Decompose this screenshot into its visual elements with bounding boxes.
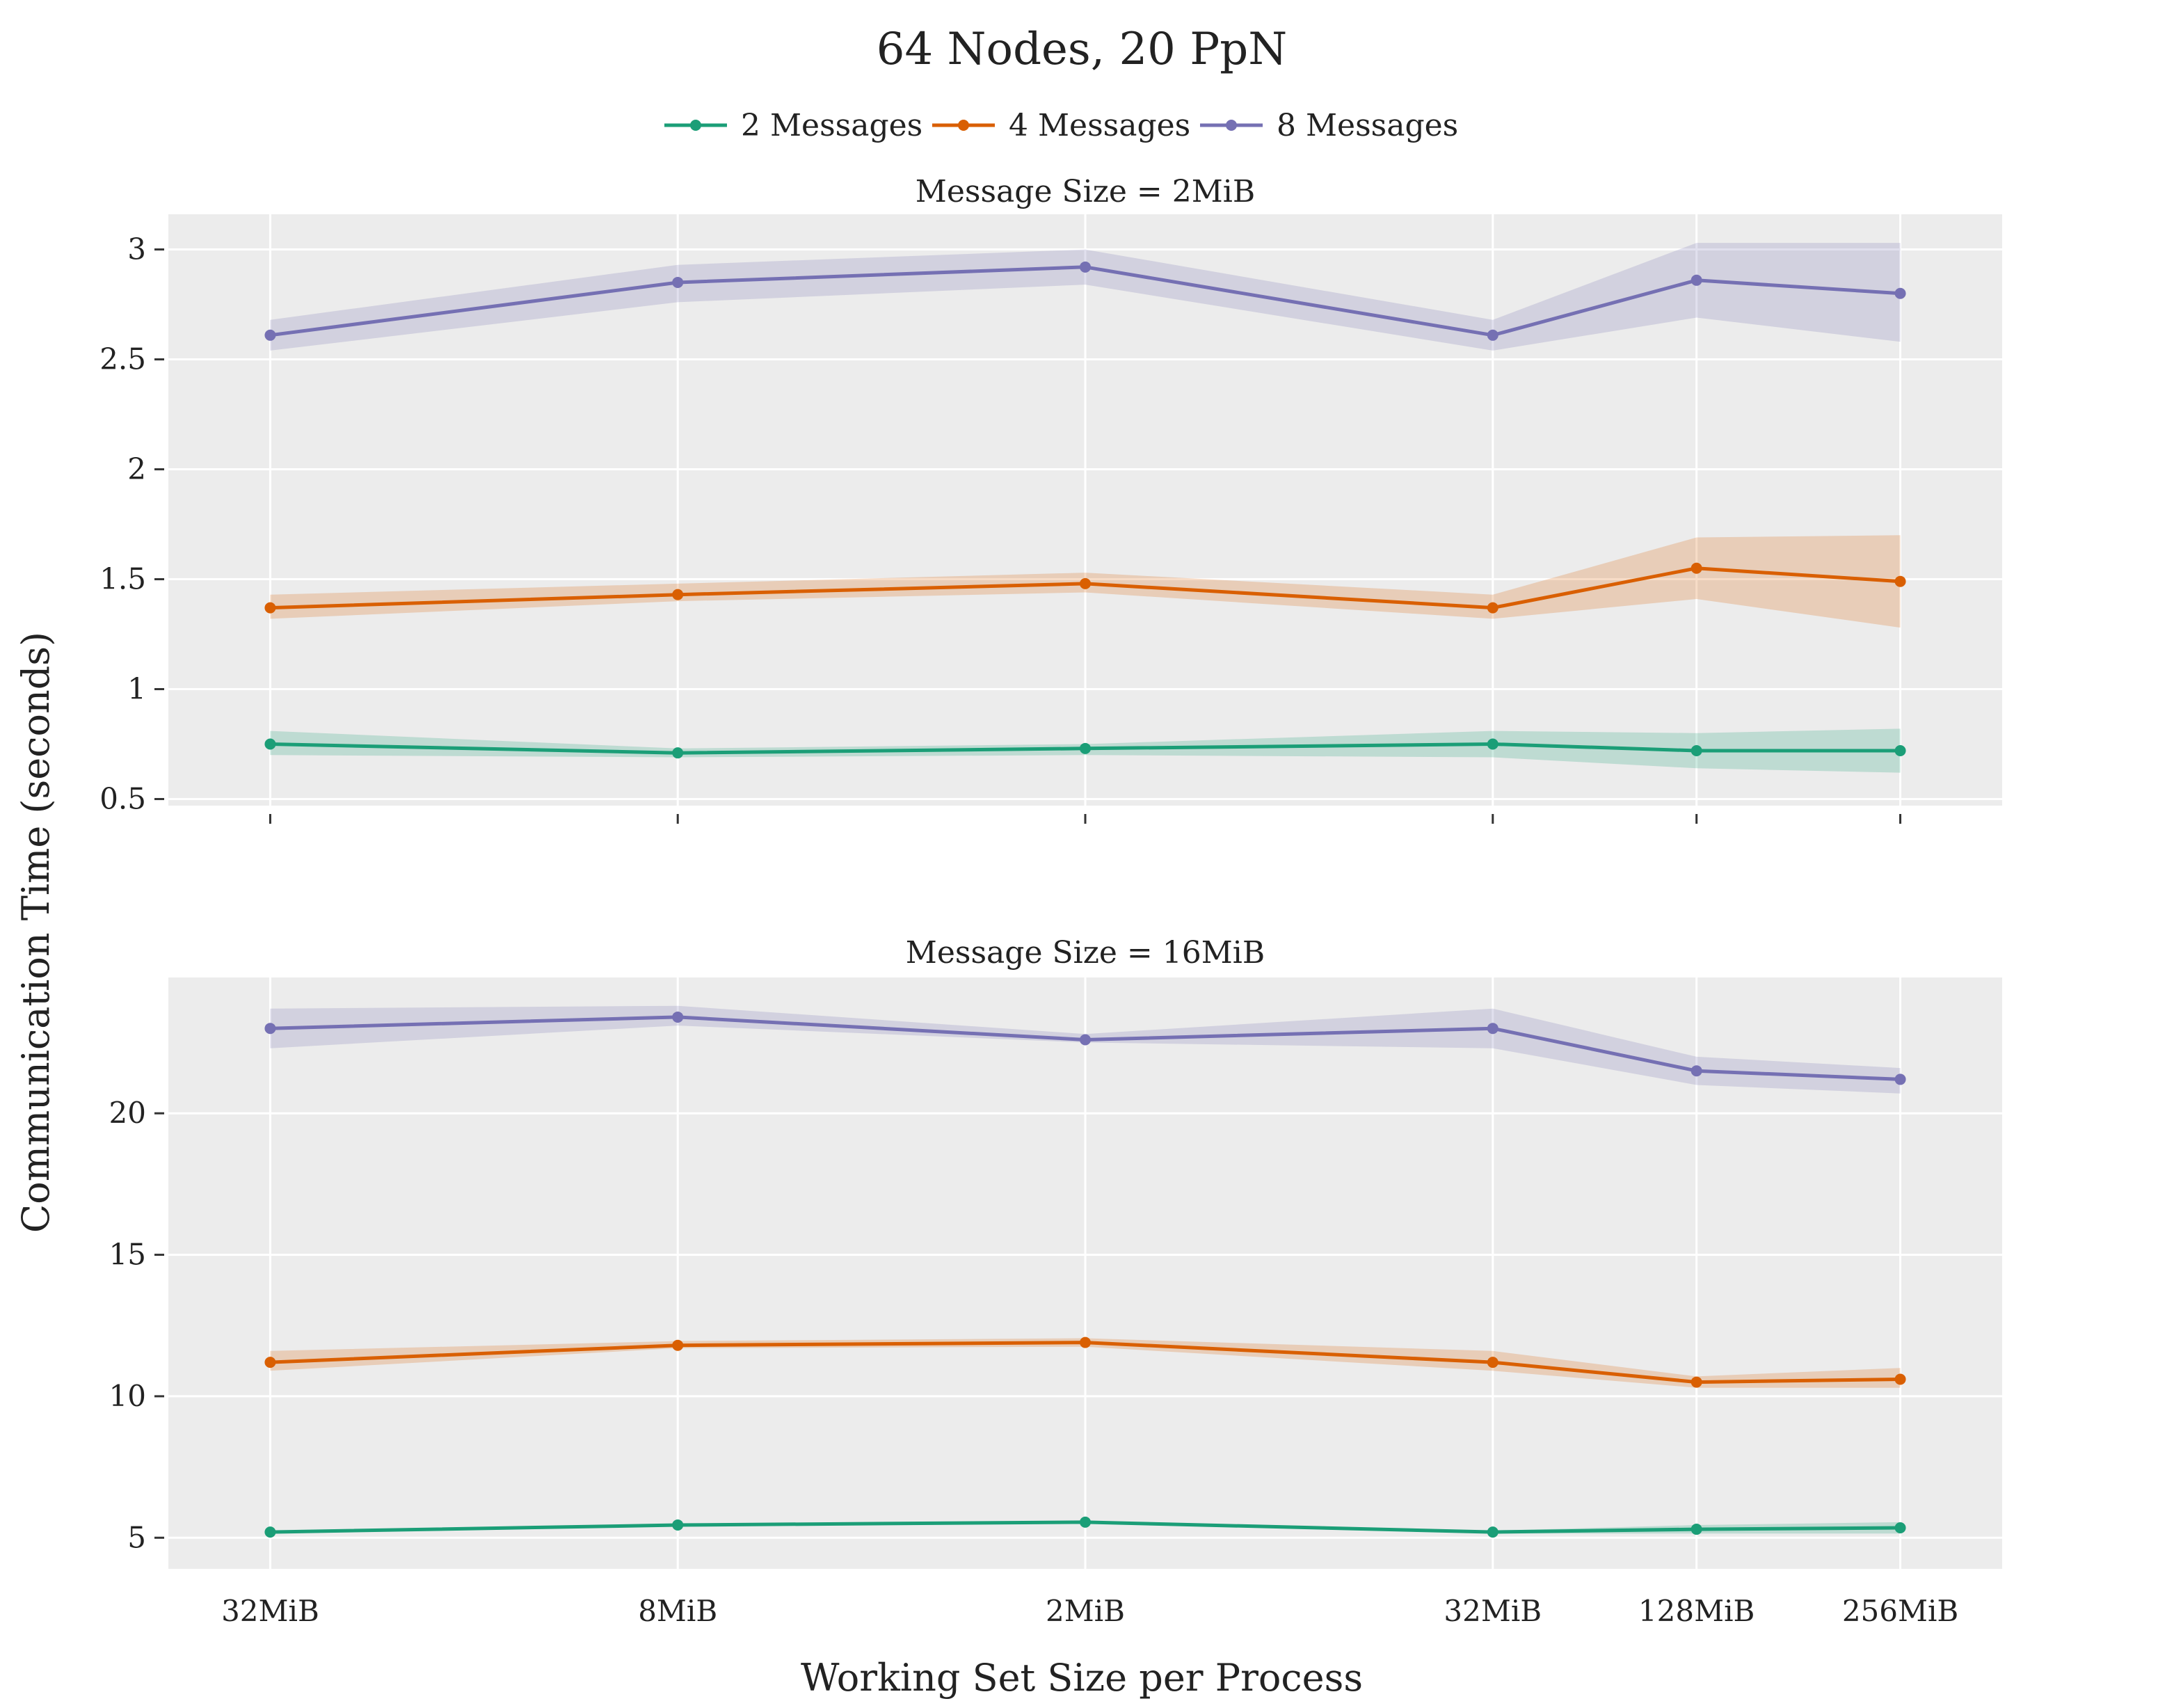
y-tick-label: 1 — [127, 672, 146, 706]
data-point — [264, 1023, 276, 1035]
series-2-messages — [264, 728, 1906, 773]
data-point — [1487, 329, 1498, 341]
data-point — [264, 1357, 276, 1368]
data-point — [1487, 1526, 1498, 1538]
data-point — [1894, 1522, 1906, 1534]
series-2-messages — [264, 1516, 1906, 1538]
series-8-messages — [264, 1005, 1906, 1094]
legend-label: 2 Messages — [741, 108, 922, 143]
y-tick-label: 2 — [127, 452, 146, 486]
series-4-messages — [264, 535, 1906, 628]
series-8-messages — [264, 243, 1906, 351]
series-line — [270, 1341, 1901, 1384]
data-point — [1080, 1516, 1091, 1528]
series-line — [270, 1520, 1901, 1534]
panel-message-size-16mib: 5 10 15 20 Message Size = 16MiB — [109, 935, 2002, 1569]
data-point — [1080, 1336, 1091, 1348]
x-tick-label: 32MiB — [221, 1594, 319, 1628]
data-point — [264, 329, 276, 341]
data-point — [264, 1526, 276, 1538]
y-tick-label: 2.5 — [99, 342, 146, 376]
data-point — [1691, 745, 1702, 757]
series-line — [270, 742, 1901, 755]
series-line — [270, 1015, 1901, 1081]
data-point — [1894, 575, 1906, 587]
data-point — [264, 738, 276, 750]
data-point — [672, 1339, 684, 1351]
x-tick-label: 2MiB — [1046, 1594, 1125, 1628]
y-tick-label: 3 — [127, 232, 146, 266]
data-point — [1080, 1034, 1091, 1046]
data-point — [672, 589, 684, 600]
data-point — [1487, 602, 1498, 614]
x-tick-label: 32MiB — [1444, 1594, 1542, 1628]
legend-swatch-marker — [690, 120, 701, 131]
panel-title: Message Size = 2MiB — [916, 174, 1255, 209]
legend-entry-8-messages: 8 Messages — [1200, 108, 1458, 143]
series-4-messages — [264, 1336, 1906, 1388]
series-line — [270, 265, 1901, 337]
data-point — [1487, 1357, 1498, 1368]
legend-swatch-marker — [958, 120, 969, 131]
y-tick-label: 0.5 — [99, 782, 146, 816]
data-point — [672, 1011, 684, 1023]
data-point — [1894, 1074, 1906, 1085]
data-point — [1894, 745, 1906, 757]
data-point — [1487, 1023, 1498, 1035]
legend-label: 8 Messages — [1277, 108, 1458, 143]
data-point — [264, 602, 276, 614]
x-axis-label: Working Set Size per Process — [801, 1656, 1363, 1700]
x-tick-label: 128MiB — [1638, 1594, 1755, 1628]
data-point — [672, 1519, 684, 1531]
y-tick-label: 15 — [109, 1238, 146, 1272]
data-point — [1691, 1524, 1702, 1535]
panel-title: Message Size = 16MiB — [906, 935, 1265, 971]
legend-label: 4 Messages — [1009, 108, 1190, 143]
data-point — [672, 747, 684, 759]
confidence-band — [270, 243, 1901, 351]
y-axis-label: Communication Time (seconds) — [14, 632, 58, 1233]
y-tick-label: 10 — [109, 1379, 146, 1413]
data-point — [1080, 577, 1091, 589]
data-point — [1691, 274, 1702, 286]
data-point — [1894, 1373, 1906, 1385]
data-point — [1691, 1065, 1702, 1077]
x-tick-label: 256MiB — [1842, 1594, 1958, 1628]
data-point — [672, 276, 684, 288]
data-point — [1894, 287, 1906, 299]
legend-swatch-marker — [1226, 120, 1237, 131]
figure-title: 64 Nodes, 20 PpN — [877, 24, 1288, 75]
y-tick-label: 5 — [127, 1520, 146, 1554]
data-point — [1487, 738, 1498, 750]
series-line — [270, 566, 1901, 610]
y-tick-label: 20 — [109, 1096, 146, 1130]
panel-message-size-2mib: 0.5 1 1.5 2 2.5 3 Message Size = 2MiB — [99, 174, 2002, 824]
legend-entry-2-messages: 2 Messages — [664, 108, 922, 143]
data-point — [1691, 562, 1702, 574]
legend-entry-4-messages: 4 Messages — [932, 108, 1190, 143]
data-point — [1691, 1376, 1702, 1388]
data-point — [1080, 742, 1091, 754]
x-tick-label: 8MiB — [638, 1594, 717, 1628]
y-tick-label: 1.5 — [99, 562, 146, 596]
legend: 2 Messages 4 Messages 8 Messages — [664, 108, 1458, 143]
x-axis: 32MiB 8MiB 2MiB 32MiB 128MiB 256MiB — [221, 1594, 1958, 1628]
data-point — [1080, 261, 1091, 273]
